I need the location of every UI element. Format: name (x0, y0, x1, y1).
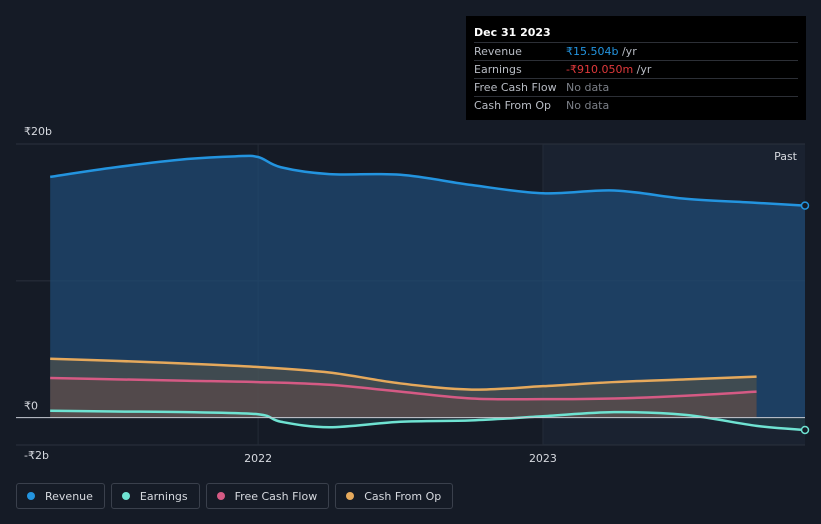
tooltip-value: No data (566, 81, 610, 94)
earnings-line (50, 409, 806, 432)
legend-label: Cash From Op (364, 489, 442, 503)
free-cash-flow-area (50, 377, 757, 418)
y-tick-labels: ₹20b ₹0 -₹2b (24, 125, 52, 462)
x-tick-label: 2023 (529, 452, 557, 465)
free-cash-flow-line (50, 376, 757, 401)
tooltip-label: Revenue (474, 45, 522, 58)
tooltip-value: ₹15.504b /yr (566, 43, 637, 60)
tooltip-value-number: ₹15.504b (566, 45, 619, 58)
legend: Revenue Earnings Free Cash Flow Cash Fro… (16, 483, 454, 509)
tooltip-row-earnings: Earnings -₹910.050m /yr (474, 61, 798, 79)
tooltip-label: Free Cash Flow (474, 81, 557, 94)
revenue-area (50, 155, 806, 418)
revenue-dot-icon (27, 492, 35, 500)
tooltip-value: -₹910.050m /yr (566, 61, 651, 78)
tooltip-row-free-cash-flow: Free Cash Flow No data (474, 79, 798, 97)
series-lines (49, 154, 806, 432)
legend-item-revenue[interactable]: Revenue (16, 483, 105, 509)
y-tick-label: ₹20b (24, 125, 52, 138)
revenue-end-point (800, 201, 810, 210)
cash-from-op-line (50, 357, 757, 391)
x-tick-label: 2022 (244, 452, 272, 465)
series-areas (50, 155, 806, 430)
legend-label: Earnings (139, 489, 188, 503)
legend-label: Free Cash Flow (234, 489, 318, 503)
x-tick-labels: 2022 2023 (244, 452, 557, 465)
y-tick-label: -₹2b (24, 449, 49, 462)
cash-from-op-area (50, 358, 757, 418)
legend-item-earnings[interactable]: Earnings (110, 483, 200, 509)
tooltip-label: Earnings (474, 63, 522, 76)
legend-item-free-cash-flow[interactable]: Free Cash Flow (205, 483, 330, 509)
tooltip-row-cash-from-op: Cash From Op No data (474, 97, 798, 114)
y-tick-label: ₹0 (24, 400, 38, 413)
tooltip: Dec 31 2023 Revenue ₹15.504b /yr Earning… (466, 16, 806, 120)
tooltip-date: Dec 31 2023 (474, 24, 798, 43)
past-label: Past (774, 150, 798, 163)
end-dots (800, 201, 810, 435)
legend-label: Revenue (45, 489, 93, 503)
tooltip-unit: /yr (618, 45, 637, 58)
legend-item-cash-from-op[interactable]: Cash From Op (335, 483, 454, 509)
free-cash-flow-dot-icon (216, 492, 225, 500)
tooltip-value: No data (566, 99, 610, 112)
cash-from-op-dot-icon (346, 492, 355, 500)
tooltip-value-number: -₹910.050m (566, 63, 634, 76)
revenue-line (49, 154, 806, 207)
earnings-dot-icon (121, 492, 130, 500)
tooltip-row-revenue: Revenue ₹15.504b /yr (474, 43, 798, 61)
tooltip-label: Cash From Op (474, 99, 552, 112)
earnings-end-point (800, 425, 810, 435)
tooltip-unit: /yr (633, 63, 652, 76)
